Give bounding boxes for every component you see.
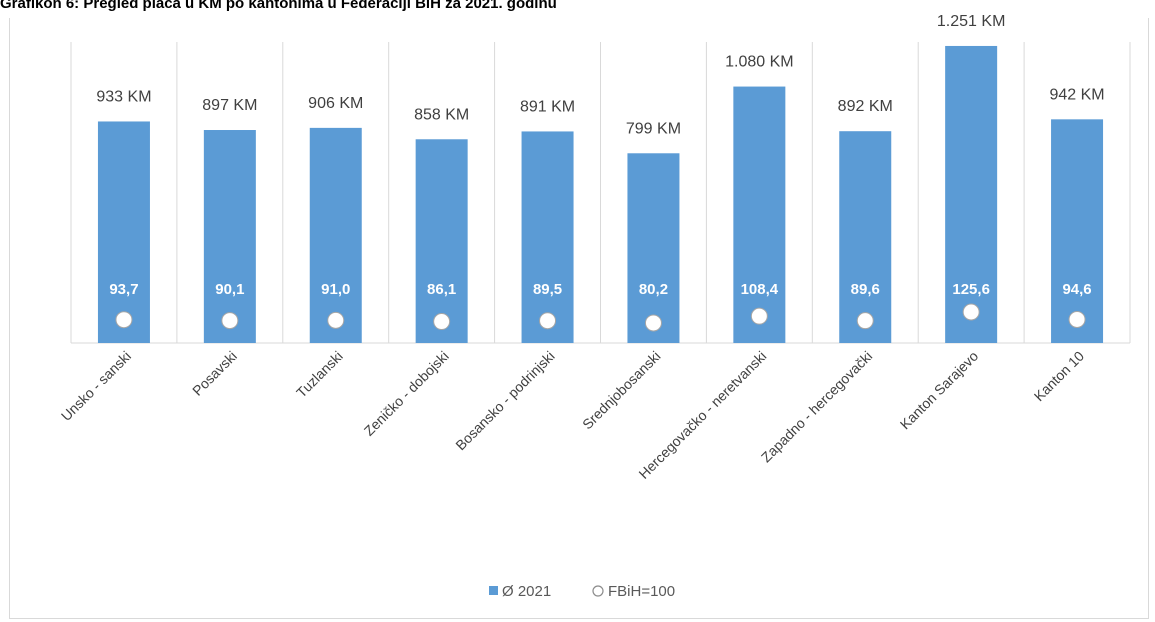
bar: [839, 131, 892, 343]
bar-value-label: 799 KM: [626, 120, 681, 137]
index-marker: [115, 311, 133, 329]
bar-value-label: 933 KM: [96, 88, 151, 105]
bar: [97, 121, 150, 343]
bar: [415, 139, 468, 343]
index-marker: [221, 312, 239, 330]
index-value-label: 125,6: [952, 281, 990, 298]
bar-value-label: 897 KM: [202, 97, 257, 114]
index-marker: [539, 312, 557, 330]
bar: [945, 45, 998, 343]
legend-swatch-marker: [592, 585, 604, 597]
bar-value-label: 1.080 KM: [725, 54, 793, 71]
bar: [627, 153, 680, 343]
legend-label: FBiH=100: [608, 583, 675, 600]
category-label: Posavski: [189, 348, 240, 399]
bar-value-label: 906 KM: [308, 95, 363, 112]
index-marker: [1068, 310, 1086, 328]
bar: [1051, 119, 1104, 343]
legend-swatch-bar: [489, 586, 498, 595]
bar-value-label: 1.251 KM: [937, 13, 1005, 30]
legend-label: Ø 2021: [502, 583, 551, 600]
index-marker: [327, 311, 345, 329]
index-value-label: 93,7: [109, 281, 138, 298]
category-label: Kanton 10: [1031, 348, 1088, 405]
category-label: Zeničko - dobojski: [361, 348, 452, 439]
category-label: Bosansko - podrinjski: [452, 348, 557, 453]
category-label: Kanton Sarajevo: [897, 348, 982, 433]
bar: [309, 127, 362, 343]
index-value-label: 90,1: [215, 281, 244, 298]
bar-value-label: 891 KM: [520, 98, 575, 115]
index-value-label: 108,4: [741, 281, 779, 298]
index-value-label: 89,6: [851, 281, 880, 298]
index-marker: [433, 313, 451, 331]
bar-value-label: 858 KM: [414, 106, 469, 123]
category-label: Tuzlanski: [293, 348, 346, 401]
index-marker: [962, 303, 980, 321]
bar: [203, 130, 256, 343]
category-label: Srednjobosanski: [579, 348, 664, 433]
chart-frame: [9, 18, 1149, 619]
category-label: Zapadno - hercegovački: [758, 348, 876, 466]
bar-value-label: 892 KM: [838, 98, 893, 115]
bar-value-label: 942 KM: [1049, 86, 1104, 103]
category-label: Hercegovačko - neretvanski: [635, 348, 769, 482]
index-value-label: 94,6: [1062, 281, 1091, 298]
chart-title: Grafikon 6: Pregled plaća u KM po kanton…: [0, 0, 557, 12]
bar: [521, 131, 574, 343]
index-value-label: 91,0: [321, 281, 350, 298]
index-marker: [750, 307, 768, 325]
index-marker: [644, 314, 662, 332]
index-value-label: 89,5: [533, 281, 562, 298]
category-label: Unsko - sanski: [58, 348, 134, 424]
index-value-label: 86,1: [427, 281, 456, 298]
bar: [733, 86, 786, 344]
index-marker: [856, 312, 874, 330]
index-value-label: 80,2: [639, 281, 668, 298]
